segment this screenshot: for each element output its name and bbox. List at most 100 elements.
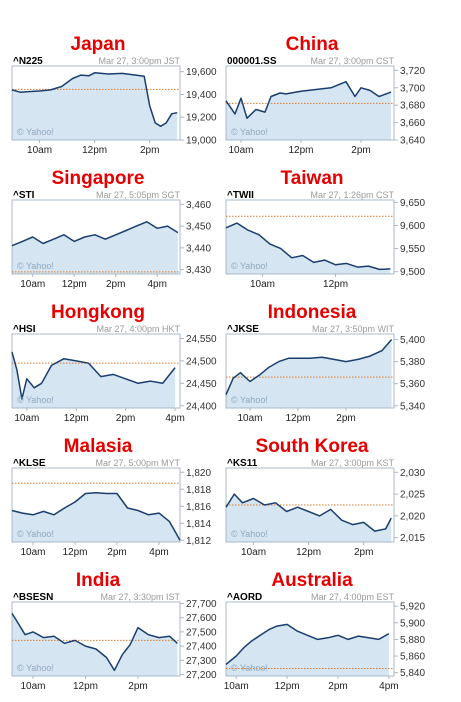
china-ticker[interactable]: 000001.SS bbox=[227, 56, 277, 67]
singapore-timestamp: Mar 27, 5:05pm SGT bbox=[95, 190, 180, 200]
china-y-tick-label: 3,700 bbox=[400, 83, 425, 94]
japan-chart: © Yahoo! 19,600 19,400 19,200 19,000 10am 12pm… bbox=[11, 65, 217, 156]
taiwan-price-line bbox=[225, 222, 391, 271]
south-korea-chart-panel: South Korea ^KS11 Mar 27, 3:00pm KST © Yaho… bbox=[225, 436, 441, 568]
south-korea-watermark: © Yahoo! bbox=[231, 529, 268, 539]
malasia-y-tick-label: 1,812 bbox=[186, 536, 211, 547]
singapore-x-tick-label: 4pm bbox=[147, 279, 166, 290]
taiwan-y-tick-label: 9,600 bbox=[400, 221, 425, 232]
australia-watermark: © Yahoo! bbox=[231, 663, 268, 673]
malasia-area bbox=[12, 492, 180, 542]
taiwan-y-tick-label: 9,500 bbox=[400, 267, 425, 278]
australia-title: Australia bbox=[271, 570, 353, 591]
china-watermark: © Yahoo! bbox=[231, 127, 268, 137]
singapore-chart: © Yahoo! 3,460 3,450 3,440 3,430 10am 12pm 2pm 4… bbox=[11, 199, 211, 290]
malasia-x-tick-label: 2pm bbox=[107, 547, 126, 558]
singapore-x-tick-label: 12pm bbox=[62, 279, 87, 290]
australia-ticker[interactable]: ^AORD bbox=[227, 592, 263, 603]
japan-y-tick-label: 19,000 bbox=[186, 136, 217, 147]
hongkong-ticker[interactable]: ^HSI bbox=[13, 324, 36, 335]
singapore-ticker[interactable]: ^STI bbox=[13, 190, 35, 201]
india-frame bbox=[11, 601, 181, 677]
singapore-y-tick-label: 3,440 bbox=[186, 243, 211, 254]
taiwan-x-tick-label: 12pm bbox=[323, 279, 348, 290]
india-price-line bbox=[11, 613, 178, 672]
hongkong-x-tick-label: 4pm bbox=[165, 413, 184, 424]
malasia-timestamp: Mar 27, 5:00pm MYT bbox=[95, 458, 180, 468]
india-title: India bbox=[75, 570, 121, 591]
china-area bbox=[226, 81, 391, 140]
malasia-x-tick-label: 12pm bbox=[62, 547, 87, 558]
india-area bbox=[12, 613, 178, 676]
hongkong-y-tick-label: 24,500 bbox=[186, 356, 217, 367]
malasia-y-tick-label: 1,818 bbox=[186, 485, 211, 496]
indonesia-y-tick-label: 5,380 bbox=[400, 357, 425, 368]
japan-ticker[interactable]: ^N225 bbox=[13, 56, 43, 67]
india-chart: © Yahoo! 27,700 27,600 27,500 27,400 27,300 27… bbox=[11, 599, 217, 692]
indonesia-price-line bbox=[225, 339, 393, 395]
singapore-y-tick-label: 3,460 bbox=[186, 200, 211, 211]
taiwan-chart: © Yahoo! 9,650 9,600 9,550 9,500 10am 12pm bbox=[225, 198, 425, 290]
hongkong-x-tick-label: 2pm bbox=[116, 413, 135, 424]
malasia-x-tick-label: 10am bbox=[20, 547, 45, 558]
malasia-price-line bbox=[11, 491, 181, 541]
hongkong-timestamp: Mar 27, 4:00pm HKT bbox=[96, 324, 180, 334]
japan-title: Japan bbox=[70, 34, 126, 55]
hongkong-price-line bbox=[11, 351, 176, 400]
hongkong-frame bbox=[11, 333, 181, 409]
china-x-tick-label: 10am bbox=[228, 145, 253, 156]
malasia-frame bbox=[11, 467, 181, 543]
south-korea-timestamp: Mar 27, 3:00pm KST bbox=[310, 458, 394, 468]
china-y-tick-label: 3,720 bbox=[400, 66, 425, 77]
japan-x-tick-label: 10am bbox=[27, 145, 52, 156]
china-chart: © Yahoo! 3,720 3,700 3,680 3,660 3,640 10am 12p… bbox=[225, 65, 425, 156]
australia-price-line bbox=[225, 623, 390, 665]
singapore-title: Singapore bbox=[51, 168, 145, 189]
australia-x-tick-label: 4pm bbox=[379, 681, 398, 692]
india-timestamp: Mar 27, 3:30pm IST bbox=[100, 592, 180, 602]
south-korea-y-tick-label: 2,030 bbox=[400, 468, 425, 479]
indonesia-chart: © Yahoo! 5,400 5,380 5,360 5,340 10am 12pm 2pm bbox=[225, 333, 425, 424]
india-ticker[interactable]: ^BSESN bbox=[13, 592, 54, 603]
australia-y-tick-label: 5,920 bbox=[400, 602, 425, 613]
indonesia-timestamp: Mar 27, 3:50pm WIT bbox=[311, 324, 394, 334]
china-title: China bbox=[285, 34, 339, 55]
taiwan-y-tick-label: 9,550 bbox=[400, 244, 425, 255]
japan-chart-panel: Japan ^N225 Mar 27, 3:00pm JST © Yahoo! 19,6… bbox=[11, 34, 227, 166]
japan-price-line bbox=[11, 72, 178, 128]
indonesia-chart-panel: Indonesia ^JKSE Mar 27, 3:50pm WIT © Yahoo!… bbox=[225, 302, 441, 434]
hongkong-chart: © Yahoo! 24,550 24,500 24,450 24,400 10am 12pm… bbox=[11, 333, 217, 424]
south-korea-ticker[interactable]: ^KS11 bbox=[227, 458, 258, 469]
malasia-y-tick-label: 1,820 bbox=[186, 468, 211, 479]
malasia-watermark: © Yahoo! bbox=[17, 529, 54, 539]
hongkong-watermark: © Yahoo! bbox=[17, 395, 54, 405]
india-y-tick-label: 27,400 bbox=[186, 642, 217, 653]
singapore-x-tick-label: 2pm bbox=[106, 279, 125, 290]
india-x-tick-label: 12pm bbox=[73, 681, 98, 692]
malasia-ticker[interactable]: ^KLSE bbox=[13, 458, 46, 469]
china-x-tick-label: 2pm bbox=[351, 145, 370, 156]
japan-y-tick-label: 19,400 bbox=[186, 90, 217, 101]
japan-x-tick-label: 2pm bbox=[140, 145, 159, 156]
hongkong-x-tick-label: 10am bbox=[14, 413, 39, 424]
taiwan-ticker[interactable]: ^TWII bbox=[227, 190, 254, 201]
singapore-area bbox=[12, 221, 178, 274]
china-price-line bbox=[225, 80, 392, 119]
south-korea-y-tick-label: 2,020 bbox=[400, 511, 425, 522]
japan-y-tick-label: 19,200 bbox=[186, 113, 217, 124]
south-korea-price-line bbox=[225, 493, 392, 532]
japan-timestamp: Mar 27, 3:00pm JST bbox=[98, 56, 180, 66]
australia-chart-panel: Australia ^AORD Mar 27, 4:00pm EST © Yahoo!… bbox=[224, 570, 441, 702]
china-timestamp: Mar 27, 3:00pm CST bbox=[310, 56, 394, 66]
indonesia-watermark: © Yahoo! bbox=[231, 395, 268, 405]
hongkong-area bbox=[12, 351, 176, 408]
south-korea-y-tick-label: 2,015 bbox=[400, 533, 425, 544]
taiwan-frame bbox=[225, 199, 395, 275]
indonesia-frame bbox=[225, 333, 395, 409]
hongkong-y-tick-label: 24,450 bbox=[186, 379, 217, 390]
south-korea-title: South Korea bbox=[255, 436, 369, 457]
singapore-x-tick-label: 10am bbox=[20, 279, 45, 290]
india-y-tick-label: 27,500 bbox=[186, 627, 217, 638]
indonesia-ticker[interactable]: ^JKSE bbox=[227, 324, 259, 335]
singapore-chart-panel: Singapore ^STI Mar 27, 5:05pm SGT © Yahoo! 3… bbox=[11, 168, 227, 300]
